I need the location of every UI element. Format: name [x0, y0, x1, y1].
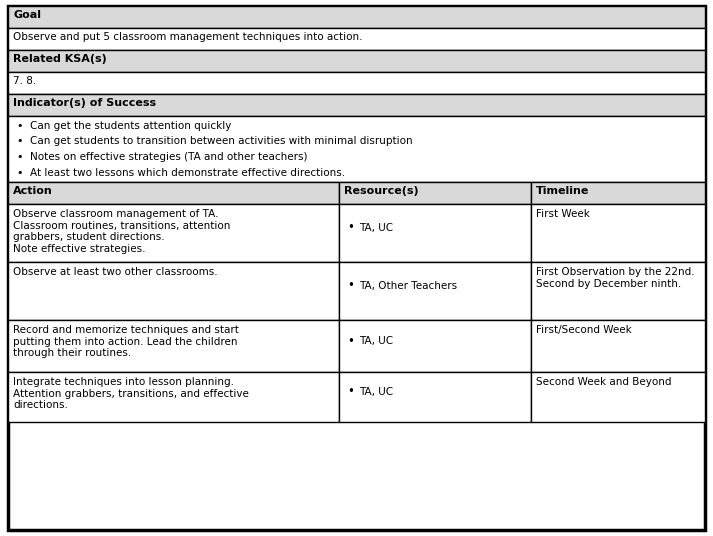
- Bar: [8, 372, 339, 422]
- Text: Can get the students attention quickly: Can get the students attention quickly: [30, 121, 232, 131]
- Text: TA, UC: TA, UC: [359, 387, 393, 397]
- Text: Observe at least two other classrooms.: Observe at least two other classrooms.: [13, 267, 217, 277]
- Text: •: •: [347, 221, 354, 235]
- Text: Observe classroom management of TA.
Classroom routines, transitions, attention
g: Observe classroom management of TA. Clas…: [13, 209, 230, 254]
- Text: First Week: First Week: [535, 209, 590, 219]
- Bar: [339, 204, 530, 262]
- Text: •: •: [16, 137, 23, 146]
- Text: Action: Action: [13, 186, 53, 196]
- Text: Indicator(s) of Success: Indicator(s) of Success: [13, 98, 156, 108]
- Text: At least two lessons which demonstrate effective directions.: At least two lessons which demonstrate e…: [30, 167, 345, 177]
- Bar: [530, 204, 705, 262]
- Text: TA, Other Teachers: TA, Other Teachers: [359, 281, 457, 291]
- Text: Second Week and Beyond: Second Week and Beyond: [535, 377, 671, 387]
- Bar: [530, 182, 705, 204]
- Text: •: •: [16, 167, 23, 177]
- Text: Goal: Goal: [13, 10, 41, 20]
- Bar: [8, 182, 339, 204]
- Bar: [339, 262, 530, 320]
- Text: Timeline: Timeline: [535, 186, 589, 196]
- Text: Related KSA(s): Related KSA(s): [13, 54, 107, 64]
- Text: •: •: [16, 152, 23, 162]
- Bar: [530, 262, 705, 320]
- Text: Resource(s): Resource(s): [344, 186, 419, 196]
- Text: First/Second Week: First/Second Week: [535, 325, 632, 335]
- Text: Can get students to transition between activities with minimal disruption: Can get students to transition between a…: [30, 137, 413, 146]
- Text: •: •: [347, 334, 354, 347]
- Text: Integrate techniques into lesson planning.
Attention grabbers, transitions, and : Integrate techniques into lesson plannin…: [13, 377, 249, 410]
- Bar: [8, 94, 705, 116]
- Bar: [339, 320, 530, 372]
- Text: •: •: [347, 279, 354, 293]
- Text: •: •: [347, 385, 354, 398]
- Bar: [8, 72, 705, 94]
- Text: TA, UC: TA, UC: [359, 336, 393, 346]
- Text: 7. 8.: 7. 8.: [13, 76, 36, 86]
- Text: First Observation by the 22nd.
Second by December ninth.: First Observation by the 22nd. Second by…: [535, 267, 694, 288]
- Bar: [8, 204, 339, 262]
- Bar: [339, 182, 530, 204]
- Text: Record and memorize techniques and start
putting them into action. Lead the chil: Record and memorize techniques and start…: [13, 325, 239, 358]
- Text: Observe and put 5 classroom management techniques into action.: Observe and put 5 classroom management t…: [13, 32, 362, 42]
- Bar: [8, 320, 339, 372]
- Bar: [8, 262, 339, 320]
- Bar: [8, 6, 705, 28]
- Bar: [530, 372, 705, 422]
- Bar: [8, 50, 705, 72]
- Bar: [8, 116, 705, 182]
- Bar: [530, 320, 705, 372]
- Text: Notes on effective strategies (TA and other teachers): Notes on effective strategies (TA and ot…: [30, 152, 307, 162]
- Bar: [339, 372, 530, 422]
- Text: TA, UC: TA, UC: [359, 223, 393, 233]
- Text: •: •: [16, 121, 23, 131]
- Bar: [8, 28, 705, 50]
